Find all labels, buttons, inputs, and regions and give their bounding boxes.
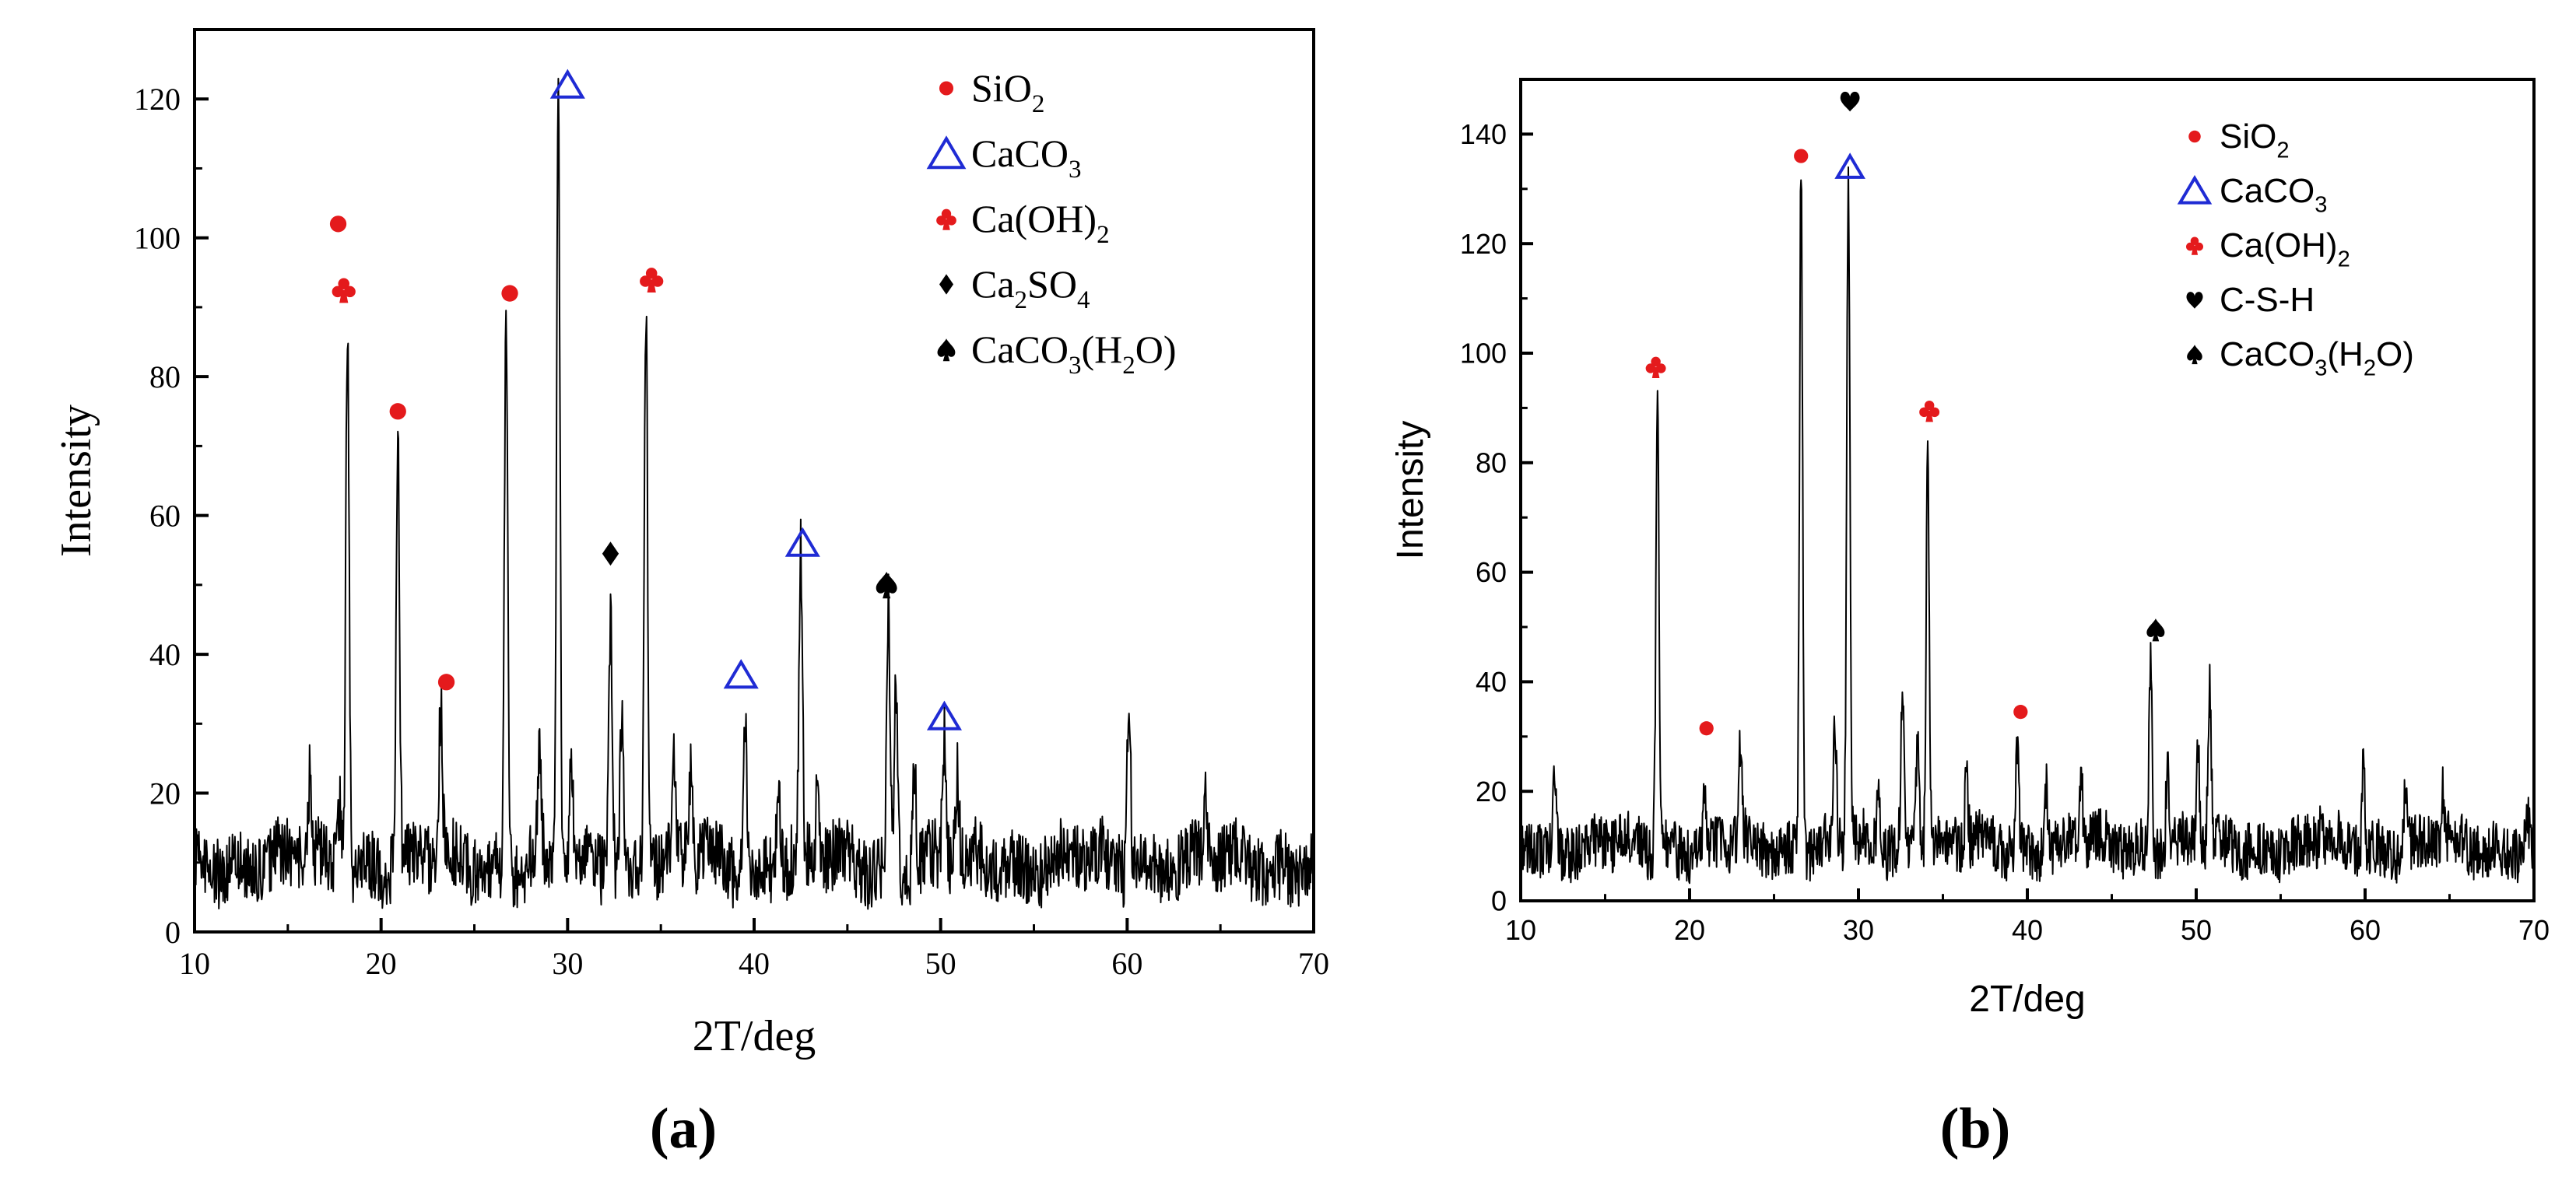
panel-a-legend: SiO2 CaCO3 Ca(OH)2 Ca2SO4 CaCO3(H2O) xyxy=(926,66,1177,380)
panel-a-peak-markers xyxy=(329,68,963,730)
peak-marker-dot xyxy=(437,674,455,691)
peak-marker-club xyxy=(1919,400,1940,422)
panel-a: 10 20 30 40 50 60 70 0 20 40 60 80 100 120 SiO2 CaCO3 C… xyxy=(52,28,1329,1161)
x-tick-label: 20 xyxy=(366,946,397,981)
legend-marker-heart xyxy=(2186,292,2203,309)
panel-b-trace xyxy=(1520,166,2535,885)
panel-a-frame xyxy=(193,28,1315,934)
peak-marker-diamond xyxy=(602,541,619,566)
y-tick-label: 100 xyxy=(1460,338,1507,370)
panel-b-x-axis-label: 2T/deg xyxy=(1969,979,2085,1020)
legend-marker-club xyxy=(2185,236,2204,255)
x-tick-label: 50 xyxy=(2181,914,2212,946)
y-tick-label: 40 xyxy=(1476,666,1507,698)
peak-marker-dot xyxy=(501,285,518,302)
y-tick-label: 120 xyxy=(134,82,181,117)
y-tick-label: 60 xyxy=(149,499,181,534)
y-tick-label: 0 xyxy=(1491,885,1507,917)
x-tick-label: 30 xyxy=(552,946,583,981)
peak-marker-dot xyxy=(329,215,347,233)
peak-marker-triangle xyxy=(926,700,963,730)
panel-a-y-axis-label: Intensity xyxy=(52,405,100,557)
peak-marker-dot xyxy=(1699,721,1714,736)
peak-marker-dot xyxy=(1794,149,1809,163)
x-tick-label: 30 xyxy=(1843,914,1874,946)
y-tick-label: 120 xyxy=(1460,228,1507,260)
y-tick-label: 140 xyxy=(1460,118,1507,150)
y-tick-label: 20 xyxy=(149,776,181,811)
peak-marker-heart xyxy=(1840,91,1860,112)
x-tick-label: 40 xyxy=(739,946,770,981)
panel-b: 10 20 30 40 50 60 70 0 20 40 60 80 100 120 140 SiO2 CaC… xyxy=(1390,78,2550,1161)
legend-entry-text: CaCO3(H2O) xyxy=(2220,335,2414,380)
peak-marker-dot xyxy=(2013,705,2028,720)
x-tick-label: 60 xyxy=(2350,914,2381,946)
xrd-trace-line xyxy=(194,78,1314,910)
x-tick-label: 50 xyxy=(925,946,956,981)
x-tick-label: 70 xyxy=(1298,946,1329,981)
panel-b-peak-markers xyxy=(1645,91,2165,736)
peak-marker-spade xyxy=(2146,618,2165,642)
legend-entry-text: Ca(OH)2 xyxy=(971,197,1110,249)
legend-entry-text: CaCO3(H2O) xyxy=(971,328,1177,380)
x-tick-label: 20 xyxy=(1674,914,1705,946)
panel-b-label: (b) xyxy=(1940,1097,2010,1161)
peak-marker-club xyxy=(332,278,356,303)
panel-b-y-axis-label: Intensity xyxy=(1390,421,1431,560)
peak-marker-triangle xyxy=(1834,152,1865,179)
legend-marker-dot xyxy=(939,81,954,96)
y-tick-label: 80 xyxy=(1476,447,1507,478)
legend-entry-text: Ca2SO4 xyxy=(971,262,1090,314)
x-tick-label: 60 xyxy=(1111,946,1142,981)
panel-a-label: (a) xyxy=(650,1097,717,1161)
legend-marker-diamond xyxy=(939,274,954,295)
peak-marker-triangle xyxy=(723,659,759,689)
panel-b-frame xyxy=(1519,78,2536,902)
peak-marker-club xyxy=(640,268,664,293)
peak-marker-dot xyxy=(389,403,406,420)
legend-entry-text: Ca(OH)2 xyxy=(2220,226,2350,271)
panel-b-legend: SiO2 CaCO3 Ca(OH)2 C-S-H CaCO3(H2O) xyxy=(2177,117,2414,380)
legend-marker-triangle xyxy=(2177,174,2213,205)
panel-a-x-axis-label: 2T/deg xyxy=(693,1012,816,1060)
legend-marker-club xyxy=(936,208,956,230)
legend-entry-text: SiO2 xyxy=(2220,117,2290,163)
legend-entry-text: SiO2 xyxy=(971,66,1044,118)
legend-marker-spade xyxy=(2187,345,2202,365)
x-tick-label: 10 xyxy=(1505,914,1536,946)
panel-a-axes: 10 20 30 40 50 60 70 0 20 40 60 80 100 120 xyxy=(134,82,1329,981)
peak-marker-triangle xyxy=(784,527,820,557)
y-tick-label: 0 xyxy=(165,915,181,950)
x-tick-label: 70 xyxy=(2518,914,2550,946)
y-tick-label: 100 xyxy=(134,221,181,256)
x-tick-label: 10 xyxy=(179,946,210,981)
peak-marker-spade xyxy=(876,572,897,599)
legend-entry-text: CaCO3 xyxy=(2220,172,2327,217)
x-tick-label: 40 xyxy=(2012,914,2043,946)
y-tick-label: 80 xyxy=(149,359,181,394)
xrd-trace-line xyxy=(1520,166,2535,885)
legend-entry-text: C-S-H xyxy=(2220,281,2315,319)
peak-marker-club xyxy=(1645,356,1666,378)
legend-marker-spade xyxy=(937,338,956,362)
y-tick-label: 40 xyxy=(149,637,181,672)
legend-entry-text: CaCO3 xyxy=(971,131,1082,184)
peak-marker-triangle xyxy=(549,68,585,99)
panel-a-trace xyxy=(194,78,1314,910)
y-tick-label: 60 xyxy=(1476,556,1507,588)
legend-marker-dot xyxy=(2188,130,2201,143)
legend-marker-triangle xyxy=(926,135,967,170)
panel-b-axes: 10 20 30 40 50 60 70 0 20 40 60 80 100 120 140 xyxy=(1460,118,2550,946)
y-tick-label: 20 xyxy=(1476,776,1507,807)
